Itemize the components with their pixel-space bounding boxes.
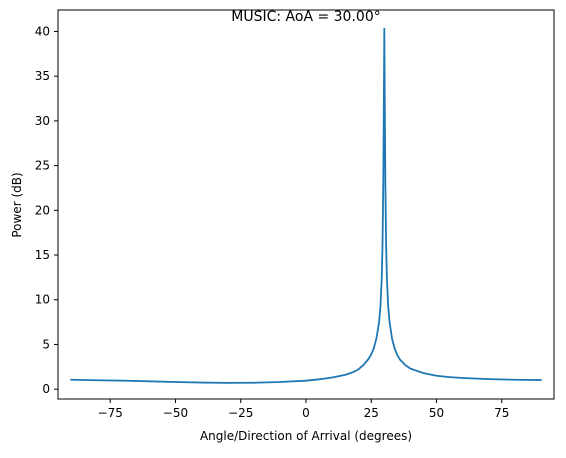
plot-frame	[57, 9, 555, 400]
y-tick-label: 40	[35, 24, 50, 38]
y-tick-label: 35	[35, 69, 50, 83]
x-tick-label: 0	[302, 406, 310, 420]
y-tick-label: 10	[35, 293, 50, 307]
x-axis-label: Angle/Direction of Arrival (degrees)	[200, 429, 412, 443]
y-tick-label: 5	[42, 337, 50, 351]
y-tick-label: 20	[35, 203, 50, 217]
series-line	[70, 27, 542, 384]
x-tick-label: 50	[429, 406, 444, 420]
x-tick-label: −50	[163, 406, 188, 420]
y-tick-label: 0	[42, 382, 50, 396]
chart-title: MUSIC: AoA = 30.00°	[231, 9, 380, 25]
y-tick-label: 25	[35, 159, 50, 173]
x-axis: −75 −50 −25 0 25 50 75	[98, 399, 509, 420]
x-tick-label: −25	[228, 406, 253, 420]
y-axis: 0 5 10 15 20 25 30 35 40	[35, 24, 58, 396]
x-tick-label: −75	[98, 406, 123, 420]
y-tick-label: 15	[35, 248, 50, 262]
x-tick-label: 75	[494, 406, 509, 420]
plot-area	[70, 27, 542, 384]
y-axis-label: Power (dB)	[10, 172, 24, 237]
y-tick-label: 30	[35, 114, 50, 128]
x-tick-label: 25	[364, 406, 379, 420]
